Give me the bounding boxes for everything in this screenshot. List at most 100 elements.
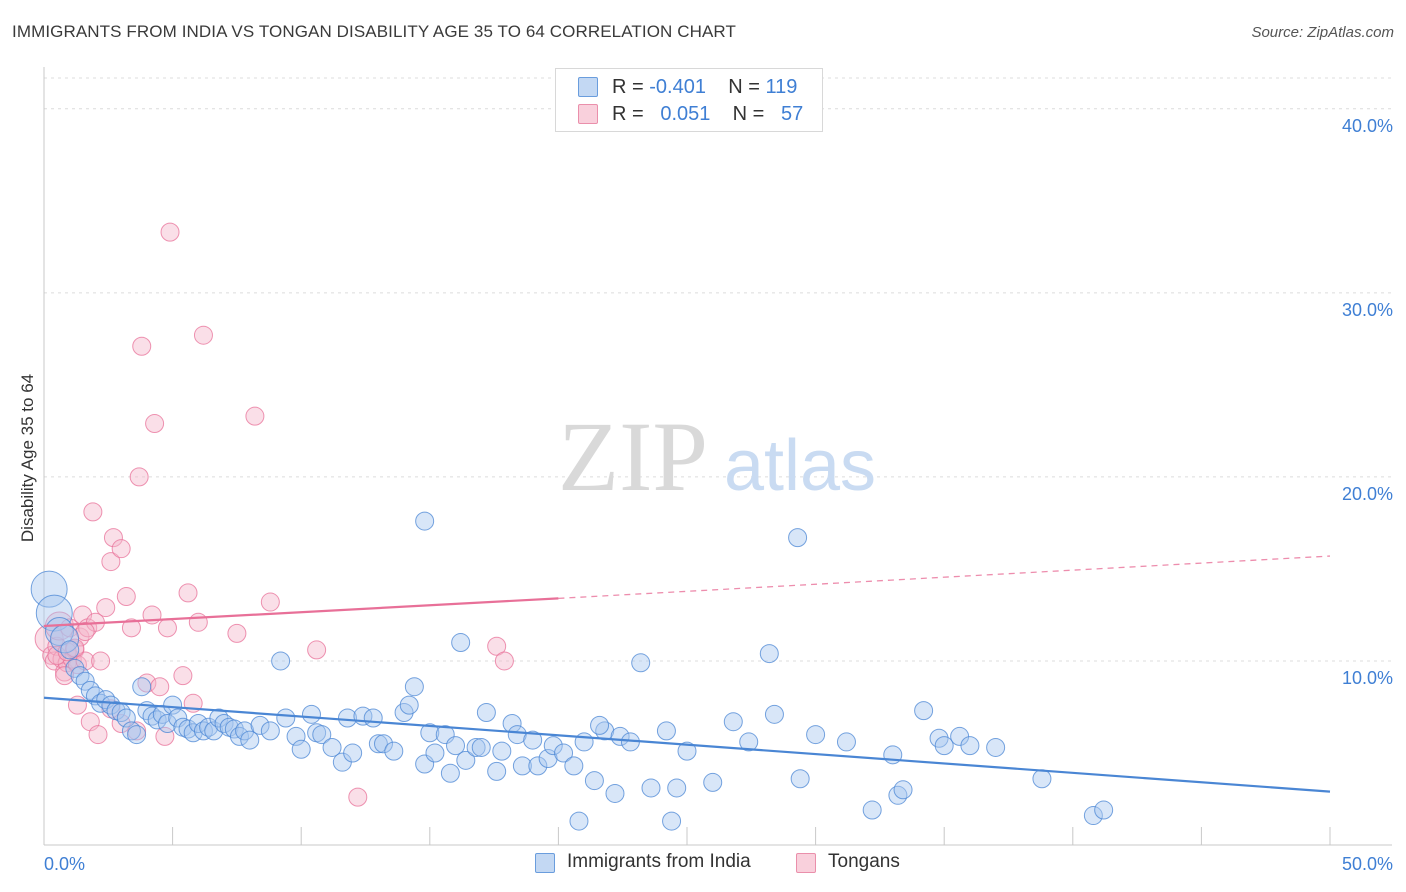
legend-r-value: 0.051 [660,103,711,125]
india-point [790,769,810,789]
india-point [476,702,496,722]
india-trend-line [43,696,1331,793]
legend-swatch-india [578,77,598,97]
india-point [456,750,476,770]
india-point [260,721,280,741]
tongan-point [121,618,141,638]
india-point [384,741,404,761]
tongan-point [132,336,152,356]
tongan-trend-line [43,597,559,628]
india-points [30,511,1114,831]
india-point [862,800,882,820]
india-point [471,737,491,757]
india-point [70,666,90,686]
india-point [132,677,152,697]
india-point [363,708,383,728]
india-point [60,640,80,660]
india-point [739,732,759,752]
legend-n-label: N = [728,76,760,98]
india-point [425,743,445,763]
tongan-point [178,583,198,603]
india-point [656,721,676,741]
india-point [667,778,687,798]
tongan-point [160,222,180,242]
india-point [271,651,291,671]
india-point [101,695,121,715]
tongan-point [91,651,111,671]
india-point [420,723,440,743]
legend-r-value: -0.401 [649,76,706,98]
india-point [276,708,296,728]
x-tick-label: 0.0% [44,854,85,874]
india-point [914,701,934,721]
bottom-legend-label-tongan: Tongans [828,851,900,872]
legend-n-label: N = [732,103,765,125]
india-point [554,743,574,763]
tongan-point [227,623,247,643]
tongan-point [193,325,213,345]
tongan-point [111,714,131,734]
india-point [1094,800,1114,820]
india-point [240,730,260,750]
india-point [487,761,507,781]
axes: 10.0% 20.0% 30.0% 40.0% 0.0% 50.0% [43,67,1393,874]
india-point [538,748,558,768]
india-point [214,714,234,734]
india-point [564,756,584,776]
bottom-legend-label-india: Immigrants from India [567,851,751,872]
tongan-point [96,598,116,618]
india-point [466,737,486,757]
india-point [523,730,543,750]
india-point [322,737,342,757]
india-point [312,725,332,745]
india-point [641,778,661,798]
trend-lines [43,555,1331,793]
india-point [569,811,589,831]
india-point [440,763,460,783]
tongan-trend-extension [558,555,1331,600]
tongan-point [260,592,280,612]
y-axis-label: Disability Age 35 to 64 [18,374,37,542]
india-point [404,677,424,697]
india-point [1083,806,1103,826]
y-tick-label: 10.0% [1342,668,1393,688]
india-point [250,715,270,735]
y-tick-label: 20.0% [1342,484,1393,504]
watermark: ZIP atlas [558,401,876,512]
india-point [512,756,532,776]
india-point [888,785,908,805]
india-point [595,721,615,741]
india-point [193,721,213,741]
india-point [723,712,743,732]
tongan-point [47,645,67,665]
india-point [204,721,224,741]
legend-swatch-tongan [578,104,598,124]
india-point [703,772,723,792]
india-point [157,714,177,734]
india-point [492,741,512,761]
tongan-point [188,612,208,632]
india-point [446,736,466,756]
tongan-point [157,618,177,638]
india-point [415,511,435,531]
india-point [806,725,826,745]
india-point [934,736,954,756]
india-point [80,680,100,700]
india-point [759,644,779,664]
india-point [127,725,147,745]
legend-n-value: 119 [765,76,798,98]
chart-title: IMMIGRANTS FROM INDIA VS TONGAN DISABILI… [12,22,736,41]
tongan-point [116,587,136,607]
india-point [147,710,167,730]
india-point [893,780,913,800]
india-point [229,726,249,746]
india-point [178,719,198,739]
india-point [836,732,856,752]
legend-n-value: 57 [781,103,804,125]
bottom-legend-swatch-tongan [796,853,816,873]
source-label: Source: ZipAtlas.com [1251,24,1394,41]
tongan-point [55,666,75,686]
india-point [677,741,697,761]
tongan-point [487,636,507,656]
